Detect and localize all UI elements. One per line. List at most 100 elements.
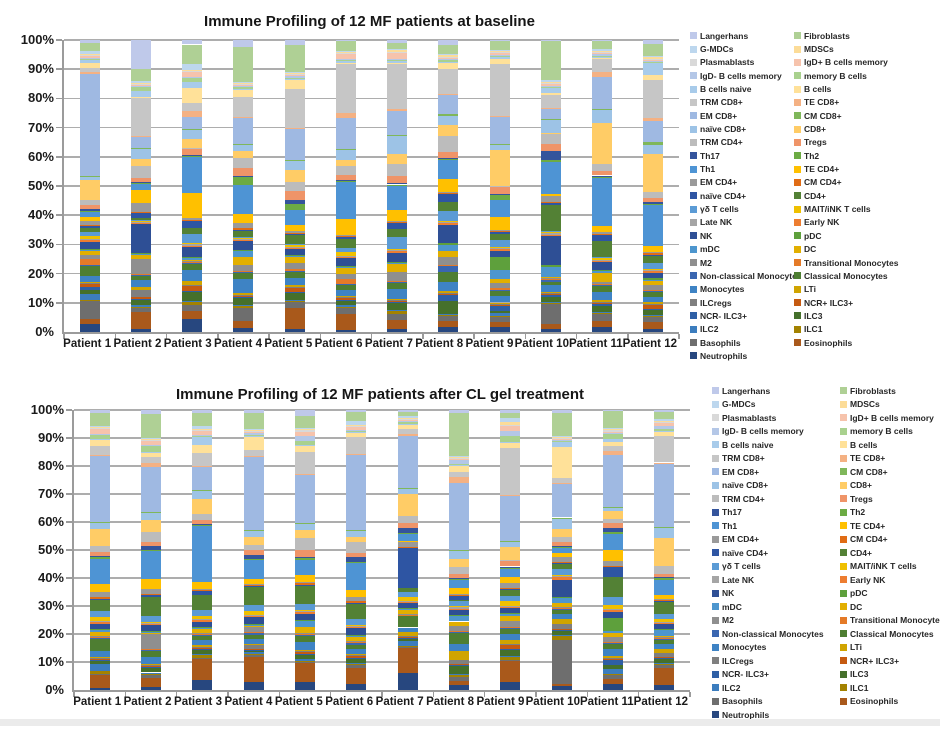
bar-segment <box>233 144 254 146</box>
bar-segment <box>489 257 510 271</box>
legend-label: naïve CD4+ <box>722 547 769 558</box>
bar-segment <box>489 278 510 284</box>
bar-segment <box>603 674 623 680</box>
bar-segment <box>295 632 315 634</box>
bar-segment <box>449 460 469 465</box>
bar-segment <box>500 601 521 606</box>
bar-segment <box>243 645 264 650</box>
bar-segment <box>387 220 408 222</box>
bar-segment <box>346 561 367 563</box>
bar-segment <box>500 634 521 640</box>
bar-segment <box>438 292 459 294</box>
bar-segment <box>438 272 459 282</box>
legend-swatch <box>794 232 801 240</box>
bar-segment <box>192 644 213 648</box>
y-axis-tick-label: 10% <box>37 654 64 669</box>
bar-segment <box>387 282 408 284</box>
bar-segment <box>182 263 203 265</box>
bar-segment <box>397 515 418 524</box>
legend-label: EM CD4+ <box>722 534 760 545</box>
bar-segment <box>397 523 418 529</box>
bar-segment <box>643 270 664 272</box>
bar-segment <box>540 279 561 281</box>
bar-segment <box>551 563 572 569</box>
bar-segment <box>192 452 213 466</box>
bar-segment <box>387 250 408 252</box>
bar-segment <box>130 149 151 160</box>
bar-segment <box>284 233 305 236</box>
bar-segment <box>540 144 561 151</box>
y-axis-tick <box>56 272 62 275</box>
x-axis-category-label: Patient 4 <box>214 338 262 350</box>
bar-segment <box>284 80 305 90</box>
bar-segment <box>397 434 418 437</box>
bar-segment <box>79 205 100 210</box>
bar-segment <box>243 681 264 690</box>
bar-segment <box>540 232 561 234</box>
bar-segment <box>243 626 264 633</box>
bar-segment <box>233 241 254 250</box>
legend-label: MDSCs <box>804 44 834 55</box>
bar-segment <box>489 240 510 247</box>
bar-segment <box>551 562 572 564</box>
bar-segment <box>182 244 203 246</box>
bar-segment <box>346 656 367 658</box>
bar-segment <box>295 559 315 575</box>
bar-segment <box>243 434 264 436</box>
bar-segment <box>79 54 100 56</box>
bar-segment <box>335 256 356 258</box>
legend-label: Non-classical Monocytes <box>700 270 794 281</box>
bar-segment <box>540 133 561 135</box>
bar-segment <box>449 599 469 601</box>
bar-segment <box>346 431 367 434</box>
bar-segment <box>79 51 100 54</box>
bar-segment <box>141 441 161 446</box>
legend-label: mDC <box>722 601 742 612</box>
bar-segment <box>592 53 613 55</box>
bar-segment <box>130 212 151 219</box>
bar-segment <box>335 284 356 290</box>
bar-segment <box>489 322 510 328</box>
bar-segment <box>551 447 572 478</box>
bar-segment <box>449 588 469 594</box>
bar-segment <box>540 160 561 162</box>
bar-segment <box>130 84 151 87</box>
bar-segment <box>243 616 264 624</box>
bar-segment <box>233 96 254 118</box>
bar-segment <box>182 40 203 45</box>
legend-swatch <box>690 45 697 53</box>
bar-segment <box>284 301 305 308</box>
legend-label: ILCregs <box>722 655 754 666</box>
bar-segment <box>603 411 623 428</box>
bar-segment <box>130 274 151 276</box>
bar-segment <box>540 81 561 84</box>
bar-segment <box>346 562 367 591</box>
bar-segment <box>233 293 254 295</box>
bar-segment <box>295 558 315 560</box>
legend-swatch <box>840 481 847 489</box>
plot-area-baseline <box>56 39 680 339</box>
bar-segment <box>654 418 675 422</box>
bar-segment <box>449 574 469 579</box>
gridline <box>64 97 679 100</box>
legend-item: ILCregs <box>712 656 840 666</box>
y-axis-tick <box>66 661 72 663</box>
bar-segment <box>489 283 510 289</box>
x-axis-tick <box>124 692 127 697</box>
bar-segment <box>295 612 315 614</box>
bar-segment <box>489 303 510 306</box>
legend-swatch <box>712 495 719 503</box>
bar-segment <box>243 435 264 437</box>
stacked-bar-patient-8 <box>438 40 459 332</box>
bar-segment <box>335 53 356 55</box>
bar-segment <box>233 273 254 280</box>
bar-segment <box>592 262 613 271</box>
plot-area-after-treatment <box>66 409 691 697</box>
bar-segment <box>243 530 264 532</box>
bar-segment <box>643 292 664 297</box>
legend-swatch <box>794 218 801 226</box>
bar-segment <box>551 575 572 577</box>
bar-segment <box>449 482 469 550</box>
legend-label: Plasmablasts <box>722 412 777 423</box>
bar-segment <box>540 88 561 94</box>
